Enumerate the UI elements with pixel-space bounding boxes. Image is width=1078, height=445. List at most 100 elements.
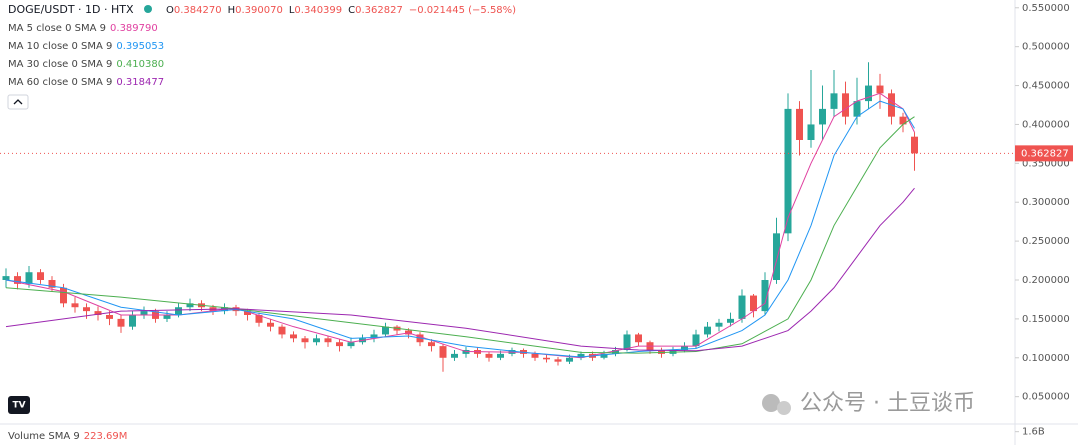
volume-title: Volume SMA 9 [8,431,80,442]
candle-body [382,326,389,335]
candle-body [451,353,458,358]
ma-value: 0.389790 [110,23,158,34]
candle-body [566,357,573,362]
candle-body [14,276,21,284]
candle-body [347,342,355,347]
change-value: −0.021445 (−5.58%) [409,5,516,16]
candle-body [267,322,274,327]
candle-body [543,357,550,360]
candle-body [635,334,642,343]
candle-body [784,108,792,234]
ohlc-key: H [228,5,236,16]
candle-body [428,342,435,347]
volume-tick-label: 1.6B [1022,427,1045,438]
candle-body [336,342,343,347]
y-tick-label: 0.350000 [1022,158,1070,169]
ma-legend: MA 30 close 0 SMA 9 0.410380 [8,59,164,70]
ma-line [5,100,915,358]
candle-body [727,318,734,323]
candle-body [819,108,826,125]
price-axis: 0.050000 0.100000 0.150000 0.200000 0.250000… [1015,3,1070,403]
candle-body [600,353,608,358]
volume-sma: 223.69M [84,431,128,442]
candle-body [94,311,102,315]
candle-body [715,322,723,327]
ohlc-value: 0.340399 [294,5,342,16]
candle-body [658,350,665,354]
candle-body [48,280,56,288]
candle-body [750,295,757,312]
ma-legend: MA 5 close 0 SMA 9 0.389790 [8,23,158,34]
collapse-legend-button[interactable] [7,94,29,110]
candle-body [692,334,700,347]
candle-body [117,318,125,327]
y-tick-label: 0.500000 [1022,42,1070,53]
ohlc-key: O [166,5,174,16]
candle-body [278,326,286,335]
symbol-title: DOGE/USDT · 1D · HTX [8,3,134,16]
candle-body [301,338,309,343]
candle-body [244,311,251,315]
candle-body [830,93,838,109]
candle-body [865,85,872,102]
ohlc-value: 0.390070 [235,5,283,16]
wechat-icon [777,401,791,415]
y-tick-label: 0.300000 [1022,197,1070,208]
candle-body [899,116,907,125]
y-tick-label: 0.100000 [1022,353,1070,364]
candle-body [186,303,194,308]
candle-body [681,346,688,350]
ma-line [5,116,915,354]
candle-body [623,334,631,350]
candle-body [612,350,619,354]
tv-logo [8,396,30,414]
y-tick-label: 0.050000 [1022,392,1070,403]
ohlc-value: 0.362827 [355,5,403,16]
candle-body [531,353,539,358]
candle-body [140,311,148,315]
candle-body [37,272,44,280]
candle-body [773,233,780,280]
candle-body [175,307,182,315]
candle-body [290,334,297,339]
ma-value: 0.410380 [116,59,164,70]
ma-value: 0.395053 [116,41,164,52]
last-price-label: 0.362827 [1021,148,1069,159]
ma-name: MA 5 close 0 SMA 9 [8,23,106,34]
candle-body [876,85,884,94]
candle-body [842,93,849,117]
y-tick-label: 0.150000 [1022,314,1070,325]
ma-legend: MA 10 close 0 SMA 9 0.395053 [8,41,164,52]
candle-body [807,124,815,140]
ma-value: 0.318477 [116,77,164,88]
candle-body [60,287,67,304]
y-tick-label: 0.200000 [1022,275,1070,286]
watermark-text: 公众号 · 土豆谈币 [800,391,975,416]
candle-body [83,307,90,312]
candle-body [577,353,585,358]
ma-name: MA 60 close 0 SMA 9 [8,77,112,88]
candle-body [313,338,320,343]
candle-body [704,326,711,335]
candle-body [255,315,263,323]
wechat-icon [762,394,780,412]
ohlc-header: O0.384270 H0.390070 L0.340399 C0.362827 −0.0… [166,5,516,16]
y-tick-label: 0.400000 [1022,119,1070,130]
y-tick-label: 0.450000 [1022,81,1070,92]
candle-body [324,338,332,343]
ma-name: MA 30 close 0 SMA 9 [8,59,112,70]
ma-legend: MA 60 close 0 SMA 9 0.318477 [8,77,164,88]
candle-body [25,272,33,284]
ohlc-value: 0.384270 [174,5,222,16]
y-tick-label: 0.250000 [1022,236,1070,247]
ma-line [5,92,915,359]
candle-body [370,334,378,339]
candle-body [738,295,746,319]
market-status-dot [144,5,152,13]
y-tick-label: 0.550000 [1022,3,1070,14]
ohlc-key: L [289,5,295,16]
ma-line [5,187,915,352]
last-price-box [1015,145,1073,162]
